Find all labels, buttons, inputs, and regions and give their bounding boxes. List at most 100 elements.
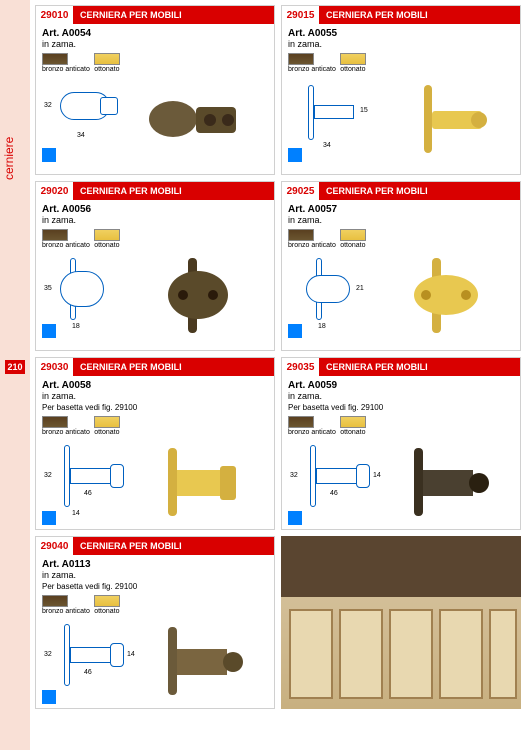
material-line: in zama. <box>42 391 268 401</box>
finish-swatches: bronzo anticato ottonato <box>42 416 268 436</box>
article-number: Art. A0057 <box>288 204 514 215</box>
category-title: CERNIERA PER MOBILI <box>320 186 428 196</box>
technical-drawing: 32 46 14 <box>42 619 132 704</box>
card-header: 29035 CERNIERA PER MOBILI <box>282 358 520 376</box>
blue-tag-icon <box>42 511 56 525</box>
blue-tag-icon <box>288 148 302 162</box>
dim-w: 46 <box>84 669 92 676</box>
material-line: in zama. <box>288 215 514 225</box>
technical-drawing: 15 34 <box>288 77 378 162</box>
swatch-brass <box>94 229 120 241</box>
product-photo <box>138 77 248 162</box>
dim-w2: 14 <box>127 651 135 658</box>
swatch-bronze <box>42 416 68 428</box>
note-line: Per basetta vedi fig. 29100 <box>288 403 514 412</box>
category-title: CERNIERA PER MOBILI <box>74 10 182 20</box>
dim-h: 35 <box>44 285 52 292</box>
page-number: 210 <box>5 360 25 374</box>
product-card: 29025 CERNIERA PER MOBILI Art. A0057 in … <box>281 181 521 351</box>
swatch-label: bronzo anticato <box>288 242 336 249</box>
product-row: 29040 CERNIERA PER MOBILI Art. A0113 in … <box>35 536 525 709</box>
product-code: 29035 <box>282 358 320 376</box>
swatch-label: ottonato <box>94 66 119 73</box>
product-code: 29040 <box>36 537 74 555</box>
swatch-label: bronzo anticato <box>42 242 90 249</box>
dim-w: 34 <box>323 142 331 149</box>
dim-h: 21 <box>356 285 364 292</box>
furniture-photo-card <box>281 536 521 709</box>
swatch-bronze <box>42 595 68 607</box>
category-title: CERNIERA PER MOBILI <box>74 186 182 196</box>
product-card: 29035 CERNIERA PER MOBILI Art. A0059 in … <box>281 357 521 530</box>
finish-swatches: bronzo anticato ottonato <box>42 595 268 615</box>
dim-h: 32 <box>44 472 52 479</box>
finish-swatches: bronzo anticato ottonato <box>288 53 514 73</box>
product-card: 29040 CERNIERA PER MOBILI Art. A0113 in … <box>35 536 275 709</box>
technical-drawing: 32 34 <box>42 77 132 162</box>
technical-drawing: 32 46 14 <box>288 440 378 525</box>
technical-drawing: 35 18 <box>42 253 132 338</box>
article-number: Art. A0056 <box>42 204 268 215</box>
dim-h: 32 <box>290 472 298 479</box>
furniture-image <box>281 536 521 709</box>
article-number: Art. A0113 <box>42 559 268 570</box>
finish-swatches: bronzo anticato ottonato <box>288 229 514 249</box>
product-card: 29015 CERNIERA PER MOBILI Art. A0055 in … <box>281 5 521 175</box>
material-line: in zama. <box>288 39 514 49</box>
swatch-label: ottonato <box>340 242 365 249</box>
dim-h: 32 <box>44 651 52 658</box>
swatch-label: ottonato <box>94 242 119 249</box>
side-category-label: cerniere <box>2 137 16 180</box>
product-row: 29030 CERNIERA PER MOBILI Art. A0058 in … <box>35 357 525 530</box>
card-header: 29020 CERNIERA PER MOBILI <box>36 182 274 200</box>
article-number: Art. A0055 <box>288 28 514 39</box>
finish-swatches: bronzo anticato ottonato <box>42 53 268 73</box>
dim-h: 15 <box>360 107 368 114</box>
card-header: 29010 CERNIERA PER MOBILI <box>36 6 274 24</box>
article-number: Art. A0059 <box>288 380 514 391</box>
swatch-label: ottonato <box>340 429 365 436</box>
swatch-brass <box>340 416 366 428</box>
card-header: 29030 CERNIERA PER MOBILI <box>36 358 274 376</box>
product-card: 29020 CERNIERA PER MOBILI Art. A0056 in … <box>35 181 275 351</box>
product-code: 29015 <box>282 6 320 24</box>
product-photo <box>384 253 494 338</box>
product-code: 29030 <box>36 358 74 376</box>
swatch-bronze <box>288 416 314 428</box>
dim-w: 18 <box>72 323 80 330</box>
product-code: 29010 <box>36 6 74 24</box>
product-code: 29025 <box>282 182 320 200</box>
note-line: Per basetta vedi fig. 29100 <box>42 582 268 591</box>
swatch-label: bronzo anticato <box>288 429 336 436</box>
product-photo <box>384 440 494 525</box>
material-line: in zama. <box>288 391 514 401</box>
material-line: in zama. <box>42 39 268 49</box>
technical-drawing: 32 46 14 <box>42 440 132 525</box>
swatch-label: bronzo anticato <box>42 608 90 615</box>
swatch-brass <box>340 53 366 65</box>
swatch-label: bronzo anticato <box>42 429 90 436</box>
material-line: in zama. <box>42 570 268 580</box>
dim-w2: 14 <box>373 472 381 479</box>
product-photo <box>138 619 248 704</box>
swatch-label: bronzo anticato <box>42 66 90 73</box>
catalog-content: 29010 CERNIERA PER MOBILI Art. A0054 in … <box>35 5 525 715</box>
article-number: Art. A0058 <box>42 380 268 391</box>
product-row: 29020 CERNIERA PER MOBILI Art. A0056 in … <box>35 181 525 351</box>
dim-w: 46 <box>84 490 92 497</box>
product-card: 29030 CERNIERA PER MOBILI Art. A0058 in … <box>35 357 275 530</box>
swatch-brass <box>94 53 120 65</box>
swatch-label: ottonato <box>94 429 119 436</box>
product-code: 29020 <box>36 182 74 200</box>
dim-w: 18 <box>318 323 326 330</box>
product-card: 29010 CERNIERA PER MOBILI Art. A0054 in … <box>35 5 275 175</box>
card-header: 29025 CERNIERA PER MOBILI <box>282 182 520 200</box>
dim-h: 32 <box>44 102 52 109</box>
swatch-bronze <box>288 53 314 65</box>
left-margin <box>0 0 30 750</box>
note-line: Per basetta vedi fig. 29100 <box>42 403 268 412</box>
blue-tag-icon <box>42 148 56 162</box>
swatch-label: ottonato <box>94 608 119 615</box>
blue-tag-icon <box>288 324 302 338</box>
swatch-bronze <box>42 229 68 241</box>
